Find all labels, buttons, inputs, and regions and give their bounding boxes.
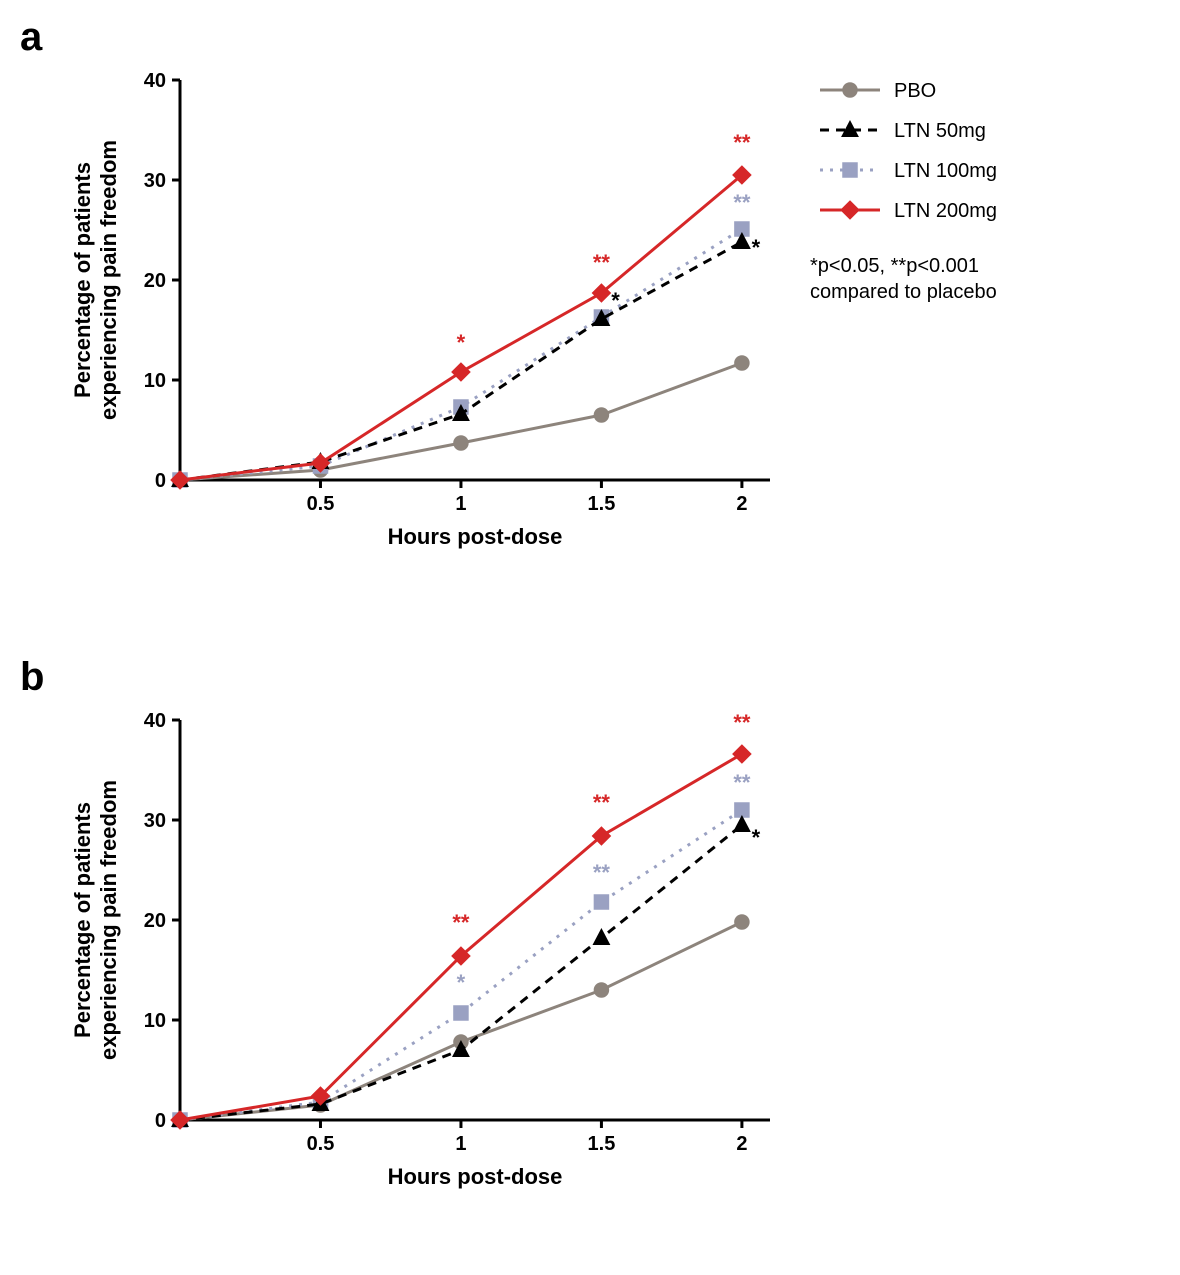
significance-marker: ** — [593, 860, 611, 885]
significance-marker: * — [611, 288, 620, 313]
significance-marker: ** — [593, 250, 611, 275]
svg-text:1: 1 — [455, 1133, 466, 1155]
significance-marker: ** — [733, 190, 751, 215]
svg-text:1: 1 — [455, 493, 466, 515]
legend-label-pbo: PBO — [894, 80, 936, 102]
svg-text:20: 20 — [144, 910, 166, 932]
significance-marker: * — [752, 235, 761, 260]
significance-marker: ** — [733, 130, 751, 155]
svg-text:0: 0 — [155, 1110, 166, 1132]
series-line-ltn200 — [180, 754, 742, 1120]
significance-marker: ** — [733, 710, 751, 735]
y-axis-label-1: Percentage of patients — [70, 802, 95, 1038]
legend-label-ltn50: LTN 50mg — [894, 120, 986, 142]
svg-text:0: 0 — [155, 470, 166, 492]
legend-label-ltn100: LTN 100mg — [894, 160, 997, 182]
svg-text:40: 40 — [144, 710, 166, 732]
svg-text:2: 2 — [736, 1133, 747, 1155]
legend: PBO LTN 50mg LTN 100mg LTN 200mg *p<0.05, **… — [810, 80, 997, 303]
significance-marker: ** — [593, 790, 611, 815]
svg-text:10: 10 — [144, 1010, 166, 1032]
y-axis-label-2: experiencing pain freedom — [96, 780, 121, 1060]
svg-text:40: 40 — [144, 70, 166, 92]
svg-text:0.5: 0.5 — [307, 1133, 335, 1155]
panel-a: a 0 10 20 30 40 0.5 1 1.5 2 Hours post-dose Percent… — [20, 15, 770, 549]
y-axis-label-1: Percentage of patients — [70, 162, 95, 398]
series-line-ltn200 — [180, 175, 742, 480]
x-axis-label: Hours post-dose — [388, 1164, 563, 1189]
svg-text:30: 30 — [144, 810, 166, 832]
significance-marker: * — [457, 970, 466, 995]
panel-label-b: b — [20, 655, 44, 699]
svg-text:2: 2 — [736, 493, 747, 515]
figure-svg: a0102030400.511.52Hours post-dosePercent… — [0, 0, 1180, 1275]
svg-text:10: 10 — [144, 370, 166, 392]
significance-marker: * — [752, 825, 761, 850]
legend-label-ltn200: LTN 200mg — [894, 200, 997, 222]
legend-note-1: *p<0.05, **p<0.001 — [810, 255, 979, 277]
x-axis-label: Hours post-dose — [388, 524, 563, 549]
significance-marker: * — [457, 330, 466, 355]
svg-text:1.5: 1.5 — [588, 493, 616, 515]
significance-marker: ** — [452, 910, 470, 935]
legend-note-2: compared to placebo — [810, 281, 997, 303]
panel-label-a: a — [20, 15, 43, 59]
y-axis-label-2: experiencing pain freedom — [96, 140, 121, 420]
svg-text:1.5: 1.5 — [588, 1133, 616, 1155]
figure-container: a0102030400.511.52Hours post-dosePercent… — [0, 0, 1180, 1275]
svg-text:20: 20 — [144, 270, 166, 292]
significance-marker: ** — [733, 770, 751, 795]
panel-b: b 0 10 20 30 40 0.5 1 1.5 2 Hours post-dose Percent… — [20, 655, 770, 1189]
svg-text:0.5: 0.5 — [307, 493, 335, 515]
svg-text:30: 30 — [144, 170, 166, 192]
